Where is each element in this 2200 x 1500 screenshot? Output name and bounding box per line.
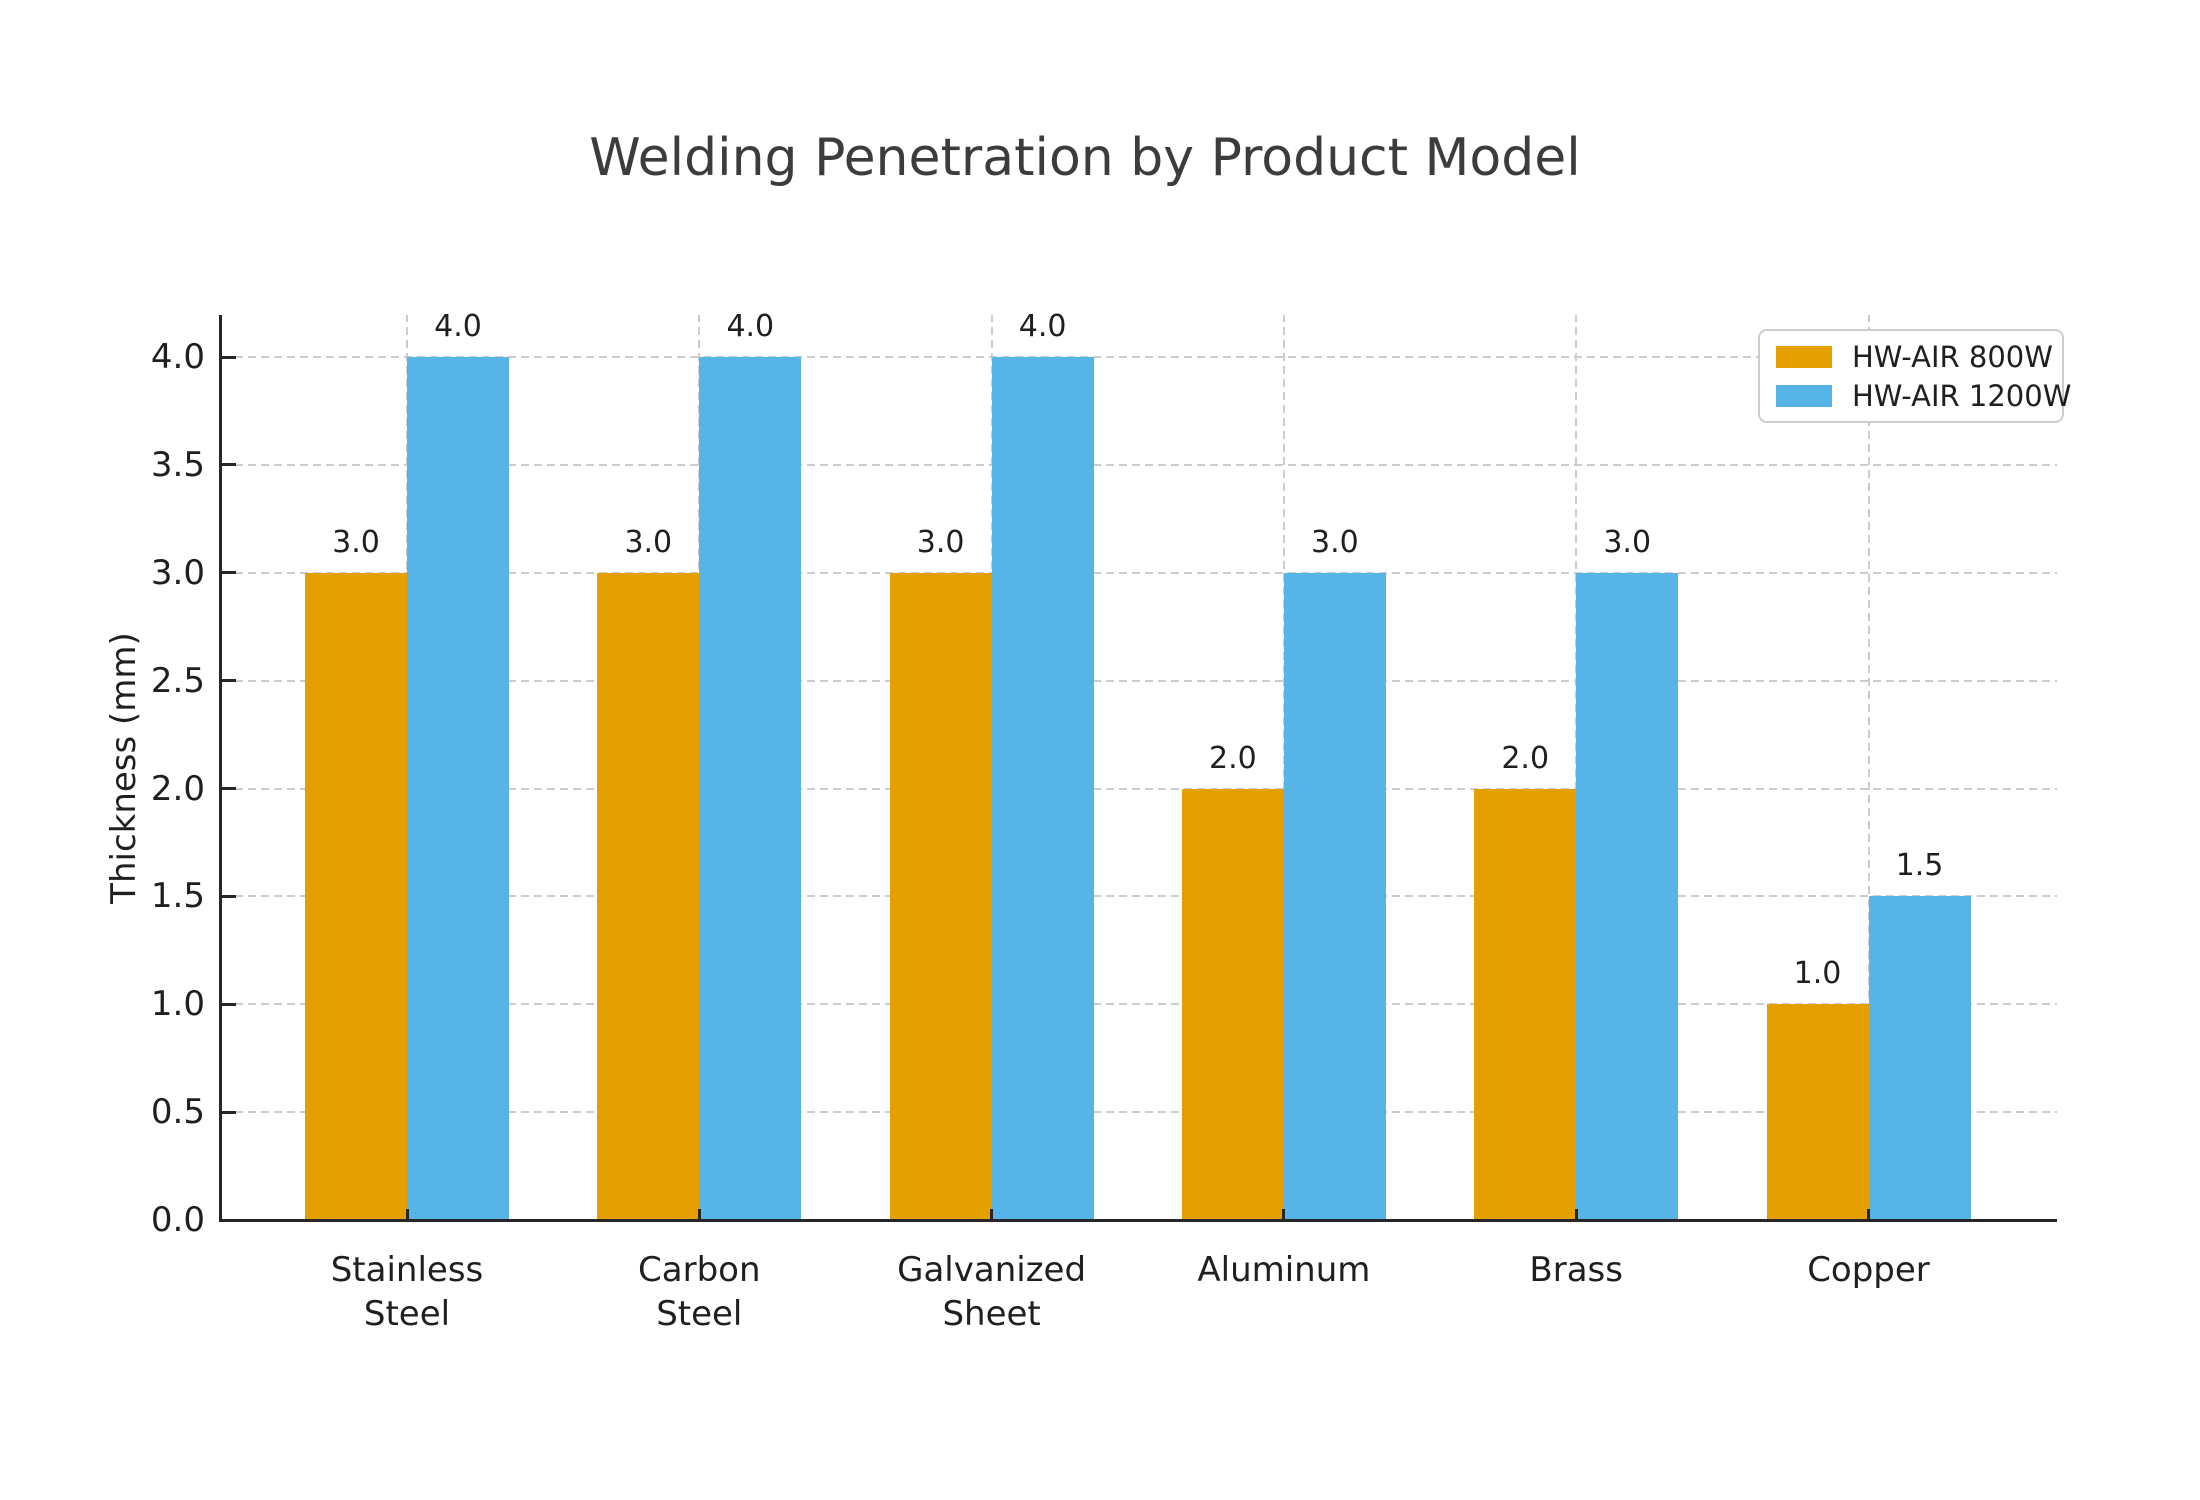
legend-item: HW-AIR 1200W (1776, 379, 2071, 413)
bar-value-label: 3.0 (332, 524, 380, 560)
x-tick (697, 1209, 701, 1219)
bar-hw-air-800w (305, 572, 407, 1220)
bar-hw-air-1200w (991, 357, 1094, 1219)
bar-hw-air-1200w (1576, 572, 1679, 1220)
y-tick-label: 2.0 (150, 768, 205, 809)
y-gridline (222, 787, 2057, 790)
y-gridline (222, 1003, 2057, 1006)
bar-hw-air-1200w (407, 357, 509, 1219)
bar-hw-air-1200w (699, 357, 802, 1219)
bar-hw-air-1200w (1283, 572, 1386, 1220)
x-tick (405, 1209, 409, 1219)
x-tick-label: Brass (1529, 1250, 1623, 1290)
bar-hw-air-800w (1766, 1004, 1869, 1220)
y-axis-label: Thickness (mm) (104, 632, 144, 904)
bar-hw-air-800w (889, 572, 992, 1220)
y-gridline (222, 571, 2057, 574)
legend-item: HW-AIR 800W (1776, 340, 2053, 374)
bar-value-label: 3.0 (916, 524, 965, 560)
y-gridline (222, 356, 2057, 358)
bar-value-label: 4.0 (1018, 309, 1067, 344)
bar-value-label: 4.0 (726, 309, 775, 344)
y-gridline (222, 463, 2057, 466)
y-tick-label: 2.5 (150, 660, 205, 701)
bar-value-label: 3.0 (624, 524, 673, 560)
bar-hw-air-800w (1474, 788, 1577, 1219)
x-tick-label: Copper (1807, 1250, 1930, 1290)
y-tick-label: 0.0 (150, 1200, 205, 1240)
y-tick (222, 1218, 236, 1222)
bar-hw-air-1200w (1868, 896, 1971, 1219)
legend-swatch-icon (1776, 384, 1832, 407)
y-tick (222, 894, 236, 898)
bar-value-label: 4.0 (434, 309, 482, 344)
y-tick-label: 3.5 (150, 444, 205, 485)
bar-value-label: 1.5 (1895, 848, 1944, 884)
x-gridline (1867, 315, 1870, 1219)
y-tick-label: 0.5 (150, 1092, 205, 1133)
y-tick-label: 1.5 (150, 876, 205, 917)
y-gridline (222, 679, 2057, 682)
legend-label: HW-AIR 1200W (1852, 378, 2072, 413)
bar-value-label: 3.0 (1311, 524, 1359, 560)
y-tick (222, 463, 236, 467)
y-axis-spine (219, 315, 222, 1222)
y-tick (222, 355, 236, 359)
legend-label: HW-AIR 800W (1852, 339, 2053, 374)
chart-title: Welding Penetration by Product Model (589, 128, 1581, 188)
bar-hw-air-800w (597, 572, 700, 1220)
bar-value-label: 3.0 (1603, 524, 1652, 560)
x-tick-label: Aluminum (1197, 1250, 1371, 1290)
x-tick (1867, 1209, 1870, 1219)
x-tick-label: Stainless Steel (330, 1250, 484, 1334)
bar-value-label: 2.0 (1501, 740, 1550, 776)
y-tick (222, 787, 236, 790)
y-tick (222, 1110, 236, 1114)
legend: HW-AIR 800W HW-AIR 1200W (1758, 329, 2071, 423)
y-gridline (222, 1111, 2057, 1114)
bar-value-label: 1.0 (1793, 956, 1842, 992)
y-tick (222, 679, 236, 683)
x-tick (1574, 1209, 1578, 1219)
x-axis-spine (219, 1219, 2057, 1222)
y-tick-label: 4.0 (150, 337, 205, 377)
x-tick (1282, 1209, 1286, 1219)
x-tick (990, 1209, 994, 1219)
y-tick (222, 571, 236, 575)
x-tick-label: Galvanized Sheet (897, 1250, 1087, 1334)
y-tick-label: 3.0 (150, 552, 205, 593)
y-tick (222, 1002, 236, 1006)
bar-value-label: 2.0 (1209, 740, 1257, 776)
x-tick-label: Carbon Steel (638, 1250, 761, 1334)
legend-swatch-icon (1776, 345, 1832, 368)
y-tick-label: 1.0 (150, 984, 205, 1025)
y-gridline (222, 895, 2057, 898)
bar-hw-air-800w (1181, 788, 1284, 1219)
